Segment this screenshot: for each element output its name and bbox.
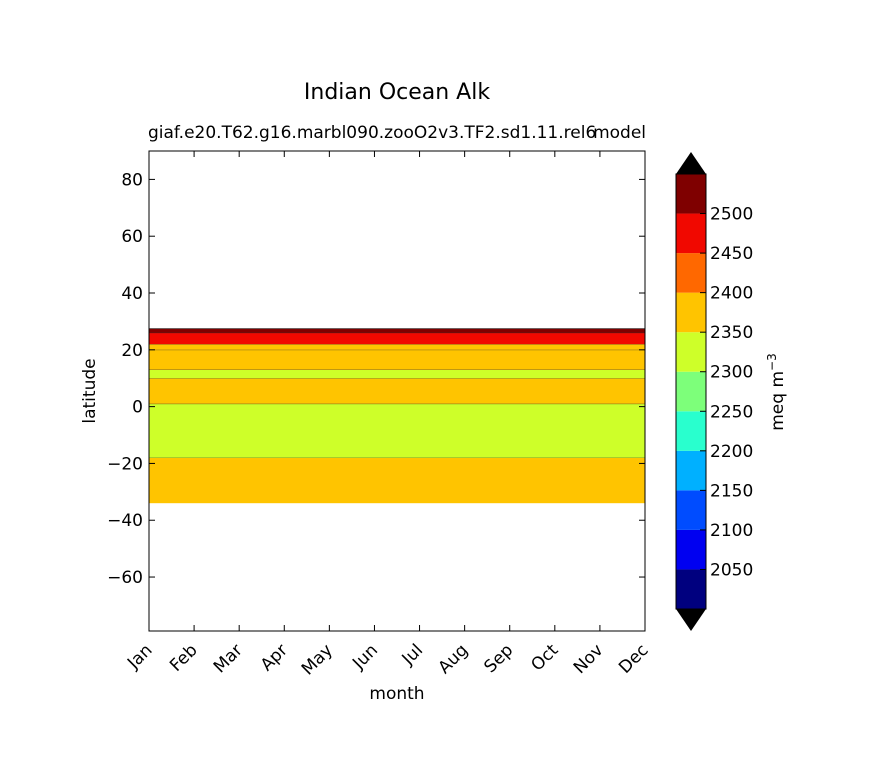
colorbar-frame <box>675 173 707 610</box>
y-tick-label: 60 <box>121 227 143 247</box>
colorbar-tick-label: 2500 <box>710 205 753 225</box>
contour-band <box>149 369 645 379</box>
colorbar-tick-label: 2200 <box>710 442 753 462</box>
plot-area <box>148 150 646 632</box>
x-tick-label: Jul <box>398 640 427 669</box>
colorbar-tick-label: 2350 <box>710 323 753 343</box>
x-tick-label: Jun <box>348 640 382 674</box>
y-tick-label: −20 <box>107 454 143 474</box>
y-axis-label: latitude <box>80 358 100 423</box>
contour-band <box>149 457 645 504</box>
colorbar-segment <box>676 371 706 412</box>
y-tick-label: 20 <box>121 341 143 361</box>
contour-band <box>149 328 645 333</box>
x-tick-label: Dec <box>615 640 652 677</box>
y-tick-label: −40 <box>107 511 143 531</box>
contour-band <box>149 378 645 404</box>
chart-subtitle-left: giaf.e20.T62.g16.marbl090.zooO2v3.TF2.sd… <box>148 123 596 143</box>
colorbar-segment <box>676 490 706 530</box>
x-axis-label: month <box>369 684 424 704</box>
colorbar-segment <box>676 529 706 570</box>
x-tick-label: Aug <box>435 640 473 678</box>
colorbar-segment <box>676 213 706 254</box>
y-axis: 80 60 40 20 0 −20 −40 −60 <box>107 170 645 588</box>
colorbar-segment <box>676 332 706 372</box>
x-tick-label: Feb <box>166 640 201 675</box>
x-tick-label: Mar <box>210 640 247 677</box>
plot-frame <box>148 150 646 632</box>
x-tick-label: Jan <box>123 640 156 673</box>
colorbar-tick-label: 2150 <box>710 481 753 501</box>
x-tick-label: Apr <box>257 640 292 675</box>
colorbar-segment <box>676 174 706 214</box>
colorbar-segment <box>676 253 706 293</box>
chart-subtitle-right: model <box>593 123 646 143</box>
y-tick-label: 80 <box>121 170 143 190</box>
colorbar-segment <box>676 411 706 451</box>
colorbar-tick-label: 2300 <box>710 363 753 383</box>
colorbar-tick-label: 2100 <box>710 521 753 541</box>
contour-band <box>149 344 645 350</box>
contour-band <box>149 332 645 345</box>
colorbar-label: meq m−3 <box>765 353 788 430</box>
colorbar: 2050 2100 2150 2200 2250 2300 2350 2400 2450 2500 <box>675 152 753 631</box>
x-tick-label: Sep <box>480 640 517 677</box>
chart-title: Indian Ocean Alk <box>304 80 490 105</box>
colorbar-tick-label: 2250 <box>710 402 753 422</box>
colorbar-tick-label: 2400 <box>710 284 753 304</box>
colorbar-tick-label: 2450 <box>710 244 753 264</box>
y-tick-label: −60 <box>107 568 143 588</box>
contour-band <box>149 349 645 370</box>
colorbar-segment <box>676 569 706 609</box>
colorbar-tick-label: 2050 <box>710 560 753 580</box>
colorbar-extend-top <box>676 152 706 174</box>
contour-band <box>149 403 645 458</box>
y-tick-label: 40 <box>121 284 143 304</box>
x-tick-label: May <box>298 640 337 679</box>
colorbar-extend-bottom <box>676 609 706 631</box>
colorbar-segment <box>676 450 706 491</box>
x-tick-label: Oct <box>527 640 562 675</box>
x-tick-label: Nov <box>570 640 608 678</box>
colorbar-segment <box>676 292 706 333</box>
y-tick-label: 0 <box>132 398 143 418</box>
